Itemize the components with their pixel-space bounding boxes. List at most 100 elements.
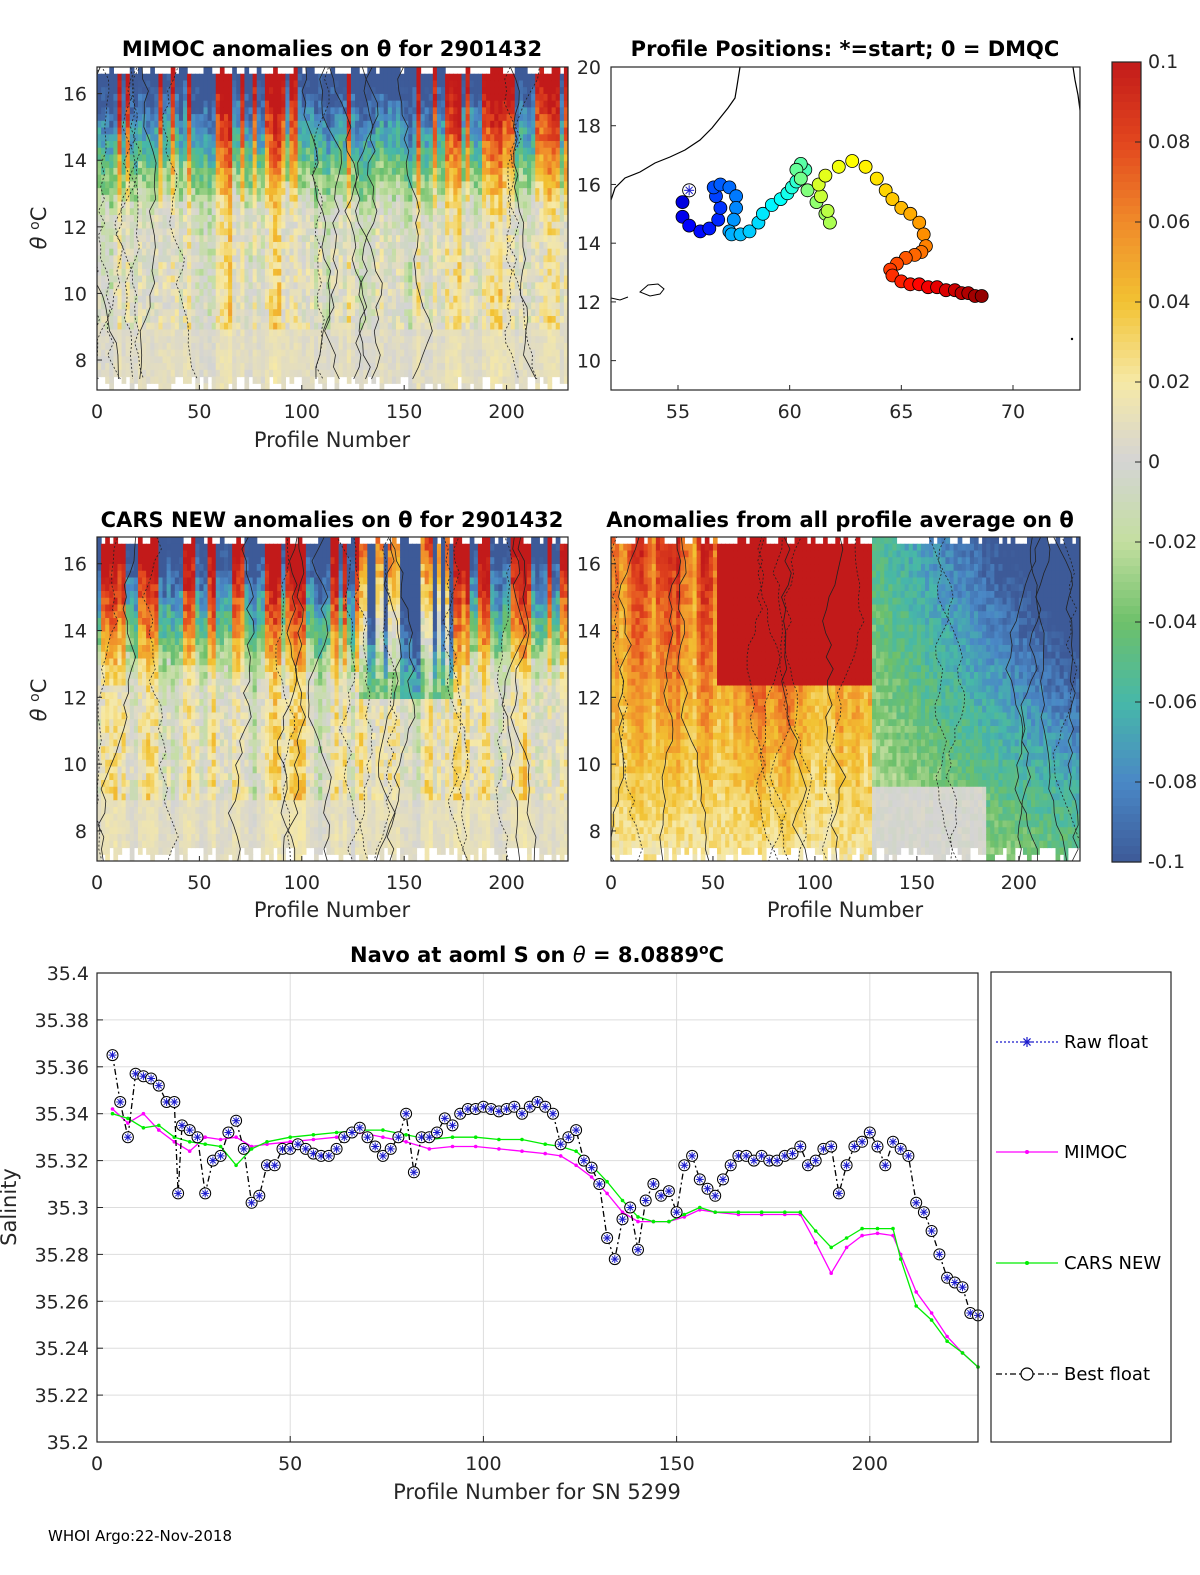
heatmap-cell bbox=[416, 194, 422, 203]
heatmap-cell bbox=[404, 174, 409, 182]
heatmap-cell bbox=[322, 87, 327, 95]
heatmap-cell bbox=[477, 329, 483, 337]
heatmap-cell bbox=[273, 161, 278, 169]
heatmap-cell bbox=[187, 147, 192, 156]
heatmap-cell bbox=[318, 80, 323, 88]
heatmap-cell bbox=[187, 356, 192, 364]
heatmap-cell bbox=[490, 228, 495, 236]
heatmap-cell bbox=[453, 356, 459, 364]
heatmap-cell bbox=[350, 369, 356, 378]
heatmap-cell bbox=[469, 93, 475, 102]
heatmap-cell bbox=[105, 93, 110, 102]
heatmap-cell bbox=[297, 302, 303, 310]
heatmap-cell bbox=[207, 329, 213, 337]
heatmap-cell bbox=[486, 147, 491, 156]
heatmap-cell bbox=[183, 201, 188, 209]
heatmap-cell bbox=[326, 194, 332, 203]
heatmap-cell bbox=[109, 235, 114, 243]
heatmap-cell bbox=[232, 302, 237, 310]
heatmap-cell bbox=[240, 215, 246, 223]
heatmap-cell bbox=[379, 127, 385, 135]
heatmap-cell bbox=[297, 154, 303, 162]
heatmap-cell bbox=[178, 342, 184, 351]
heatmap-cell bbox=[342, 363, 348, 371]
heatmap-cell bbox=[244, 188, 250, 196]
heatmap-cell bbox=[162, 275, 168, 283]
heatmap-cell bbox=[264, 80, 270, 88]
heatmap-cell bbox=[379, 100, 385, 108]
heatmap-cell bbox=[514, 228, 520, 236]
heatmap-cell bbox=[178, 73, 184, 82]
heatmap-cell bbox=[166, 194, 172, 203]
heatmap-cell bbox=[477, 100, 483, 108]
heatmap-cell bbox=[391, 336, 397, 344]
heatmap-cell bbox=[199, 295, 205, 304]
heatmap-cell bbox=[203, 154, 209, 162]
heatmap-cell bbox=[260, 248, 266, 257]
heatmap-cell bbox=[408, 295, 413, 304]
heatmap-cell bbox=[301, 174, 307, 182]
heatmap-cell bbox=[350, 134, 356, 142]
heatmap-cell bbox=[461, 154, 467, 162]
heatmap-cell bbox=[535, 141, 540, 149]
heatmap-cell bbox=[170, 174, 176, 182]
heatmap-cell bbox=[277, 342, 282, 351]
heatmap-cell bbox=[244, 295, 250, 304]
heatmap-cell bbox=[150, 93, 155, 102]
heatmap-cell bbox=[424, 295, 430, 304]
heatmap-cell bbox=[334, 268, 340, 277]
heatmap-cell bbox=[142, 309, 147, 317]
heatmap-cell bbox=[527, 215, 532, 223]
heatmap-cell bbox=[162, 134, 168, 142]
heatmap-cell bbox=[436, 73, 442, 82]
heatmap-cell bbox=[248, 141, 254, 149]
heatmap-cell bbox=[355, 289, 360, 297]
heatmap-cell bbox=[232, 174, 237, 182]
heatmap-cell bbox=[367, 342, 373, 351]
heatmap-cell bbox=[457, 181, 463, 189]
heatmap-cell bbox=[420, 275, 426, 283]
heatmap-cell bbox=[424, 228, 430, 236]
heatmap-cell bbox=[346, 363, 352, 371]
heatmap-cell bbox=[412, 295, 418, 304]
heatmap-cell bbox=[125, 114, 131, 122]
heatmap-cell bbox=[473, 167, 479, 176]
heatmap-cell bbox=[195, 349, 200, 357]
heatmap-cell bbox=[260, 376, 266, 384]
heatmap-cell bbox=[518, 154, 524, 162]
heatmap-cell bbox=[162, 167, 168, 176]
heatmap-cell bbox=[121, 167, 127, 176]
heatmap-cell bbox=[498, 161, 504, 169]
heatmap-cell bbox=[199, 329, 205, 337]
heatmap-cell bbox=[154, 289, 160, 297]
heatmap-cell bbox=[522, 363, 528, 371]
heatmap-cell bbox=[277, 275, 282, 283]
heatmap-cell bbox=[518, 174, 524, 182]
heatmap-cell bbox=[154, 93, 160, 102]
heatmap-cell bbox=[219, 329, 225, 337]
heatmap-cell bbox=[502, 201, 508, 209]
heatmap-cell bbox=[105, 268, 110, 277]
heatmap-cell bbox=[359, 87, 364, 95]
heatmap-cell bbox=[514, 221, 520, 230]
heatmap-cell bbox=[498, 194, 504, 203]
heatmap-cell bbox=[461, 188, 467, 196]
heatmap-cell bbox=[518, 127, 524, 135]
heatmap-cell bbox=[498, 147, 504, 156]
heatmap-cell bbox=[252, 363, 258, 371]
heatmap-cell bbox=[232, 141, 237, 149]
heatmap-cell bbox=[309, 215, 315, 223]
heatmap-cell bbox=[367, 147, 373, 156]
heatmap-cell bbox=[133, 248, 139, 257]
heatmap-cell bbox=[277, 369, 282, 378]
heatmap-cell bbox=[453, 248, 459, 257]
heatmap-cell bbox=[338, 342, 344, 351]
heatmap-cell bbox=[215, 120, 221, 129]
heatmap-cell bbox=[346, 141, 352, 149]
heatmap-cell bbox=[191, 275, 196, 283]
heatmap-cell bbox=[330, 141, 336, 149]
heatmap-cell bbox=[219, 114, 225, 122]
heatmap-cell bbox=[260, 147, 266, 156]
heatmap-cell bbox=[457, 363, 463, 371]
heatmap-cell bbox=[301, 120, 307, 129]
